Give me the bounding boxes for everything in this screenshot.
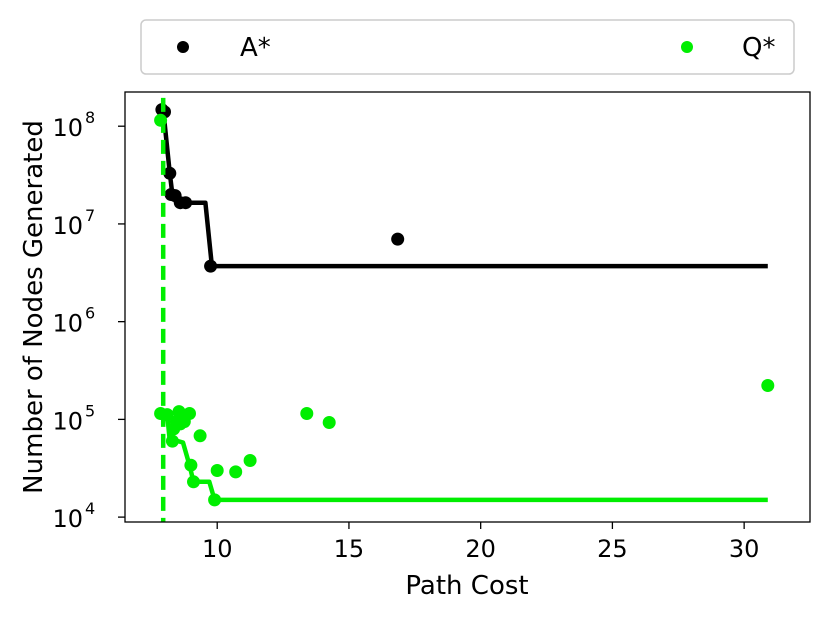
a-star-point	[179, 196, 193, 210]
q-star-point	[300, 407, 314, 420]
x-tick-label: 25	[597, 535, 628, 563]
q-star-point	[208, 493, 222, 507]
y-tick-exponent: 5	[85, 401, 95, 420]
x-tick-label: 30	[729, 535, 760, 563]
a-star-point	[163, 166, 177, 180]
y-tick-label: 10	[52, 505, 83, 533]
legend-label-a-star: A*	[240, 33, 271, 63]
plot-frame	[124, 91, 811, 523]
q-star-point	[761, 379, 775, 392]
x-tick-label: 15	[334, 535, 365, 563]
y-tick-label: 10	[52, 407, 83, 435]
x-axis-label: Path Cost	[405, 571, 528, 601]
y-tick-label: 10	[52, 114, 83, 142]
legend-marker-q-star	[681, 41, 693, 53]
legend-label-q-star: Q*	[742, 33, 775, 63]
q-star-point	[243, 454, 257, 467]
y-tick-exponent: 7	[85, 206, 95, 225]
q-star-point	[184, 458, 198, 472]
legend-marker-a-star	[177, 41, 189, 53]
q-star-point	[160, 408, 174, 422]
q-star-point	[193, 429, 207, 443]
q-star-point	[154, 113, 168, 127]
legend-box	[140, 19, 795, 75]
q-star-point	[172, 405, 186, 419]
q-star-point	[229, 465, 243, 479]
q-star-point	[210, 464, 224, 477]
a-star-frontier-line	[160, 109, 768, 269]
y-tick-label: 10	[52, 310, 83, 338]
a-star-point	[204, 259, 218, 273]
legend: A* Q*	[140, 19, 795, 75]
q-star-point	[165, 434, 179, 448]
q-star-point	[322, 416, 336, 429]
q-star-point	[183, 407, 196, 420]
plot-area	[154, 97, 775, 522]
x-tick-label: 10	[202, 535, 233, 563]
y-axis-label: Number of Nodes Generated	[19, 120, 49, 494]
x-axis: 10 15 20 25 30	[202, 522, 759, 563]
y-tick-label: 10	[52, 212, 83, 240]
y-tick-exponent: 4	[85, 499, 95, 518]
x-tick-label: 20	[465, 535, 496, 563]
y-tick-exponent: 8	[85, 108, 95, 127]
q-star-point	[187, 475, 200, 489]
a-star-point	[391, 232, 405, 246]
y-tick-exponent: 6	[85, 304, 95, 323]
